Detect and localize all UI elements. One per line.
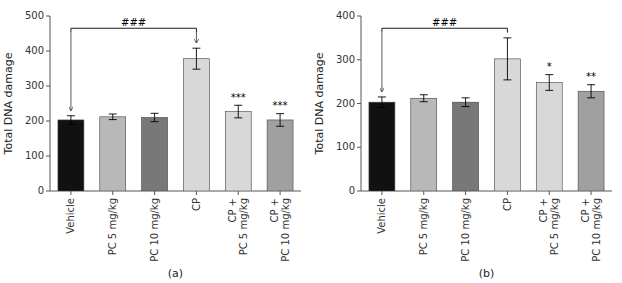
error-bar: [67, 116, 75, 124]
x-tick: [507, 191, 508, 195]
y-tick-label: 500: [25, 10, 44, 21]
bar: [267, 120, 293, 191]
bar: [142, 118, 168, 192]
error-bar: [276, 114, 284, 127]
bar: [58, 120, 84, 191]
y-tick-label: 400: [25, 45, 44, 56]
x-tick: [465, 191, 466, 195]
y-tick-label: 300: [336, 54, 355, 65]
y-tick: [46, 16, 50, 17]
y-tick-label: 200: [336, 98, 355, 109]
x-tick: [238, 191, 239, 195]
x-tick: [154, 191, 155, 195]
arrow: [196, 33, 197, 43]
x-tick: [112, 191, 113, 195]
y-tick: [357, 16, 361, 17]
x-tick-label: PC 5 mg/kg: [418, 198, 429, 255]
x-tick-label: Vehicle: [65, 198, 76, 234]
significance-label: **: [586, 71, 596, 82]
error-bar: [109, 114, 117, 120]
y-tick-label: 0: [38, 185, 44, 196]
error-bar: [462, 98, 470, 107]
bracket-label: ###: [121, 17, 146, 28]
significance-label: ***: [273, 100, 288, 111]
error-bar: [151, 113, 159, 121]
x-tick-label: CP: [191, 198, 202, 211]
bars: [369, 38, 604, 191]
bar: [411, 98, 437, 191]
x-tick-label: Vehicle: [376, 198, 387, 234]
panel: 0 100 200 300 400 Vehicle PC 5 mg/kg PC 10 mg/k…: [313, 10, 612, 280]
x-axis-label: (a): [168, 267, 183, 280]
chart: 0 100 200 300 400 500 Vehicle PC 5 mg/kg PC 10 m…: [0, 0, 622, 283]
x-tick: [549, 191, 550, 195]
bar: [578, 91, 604, 191]
x-tick-label: CP +PC 5 mg/kg: [538, 198, 560, 255]
bar: [225, 112, 251, 191]
error-bar: [503, 38, 511, 80]
significance-label: ***: [231, 92, 246, 103]
x-tick: [591, 191, 592, 195]
y-tick: [357, 103, 361, 104]
x-tick-label: CP: [502, 198, 513, 211]
y-axis-label: Total DNA damage: [2, 52, 15, 155]
x-axis: [50, 191, 301, 192]
bar: [536, 83, 562, 192]
y-tick: [46, 191, 50, 192]
arrow: [381, 33, 382, 92]
bar: [100, 117, 126, 191]
x-tick: [381, 191, 382, 195]
x-tick-label: PC 5 mg/kg: [107, 198, 118, 255]
y-tick: [46, 121, 50, 122]
y-tick: [357, 147, 361, 148]
error-bar: [192, 48, 200, 69]
x-axis: [361, 191, 612, 192]
error-bar: [587, 85, 595, 98]
y-tick: [357, 191, 361, 192]
y-tick-label: 200: [25, 115, 44, 126]
error-bar: [545, 75, 553, 91]
x-axis-label: (b): [479, 267, 495, 280]
x-tick-label: CP +PC 10 mg/kg: [269, 198, 291, 262]
bracket-label: ###: [432, 17, 457, 28]
y-tick: [46, 156, 50, 157]
y-tick: [46, 86, 50, 87]
bar: [369, 102, 395, 191]
y-tick-label: 100: [25, 150, 44, 161]
panel: 0 100 200 300 400 500 Vehicle PC 5 mg/kg PC 10 m…: [2, 10, 301, 280]
bar: [453, 102, 479, 191]
y-axis: [50, 16, 51, 191]
y-axis-label: Total DNA damage: [313, 52, 326, 155]
y-tick-label: 100: [336, 141, 355, 152]
y-tick-label: 300: [25, 80, 44, 91]
y-tick-label: 0: [349, 185, 355, 196]
x-tick-label: CP +PC 10 mg/kg: [580, 198, 602, 262]
bracket: [382, 28, 508, 91]
x-tick: [70, 191, 71, 195]
y-tick-label: 400: [336, 10, 355, 21]
error-bar: [420, 95, 428, 102]
bar: [183, 59, 209, 191]
x-tick: [196, 191, 197, 195]
x-tick-label: CP +PC 5 mg/kg: [227, 198, 249, 255]
error-bar: [378, 97, 386, 108]
y-axis: [361, 16, 362, 191]
x-tick: [280, 191, 281, 195]
arrow: [70, 33, 71, 111]
x-tick: [423, 191, 424, 195]
error-bar: [234, 105, 242, 118]
y-tick: [357, 59, 361, 60]
significance-label: *: [547, 61, 552, 72]
x-tick-label: PC 10 mg/kg: [460, 198, 471, 262]
bars: [58, 48, 293, 191]
x-tick-label: PC 10 mg/kg: [149, 198, 160, 262]
bracket: [71, 28, 197, 110]
y-tick: [46, 51, 50, 52]
